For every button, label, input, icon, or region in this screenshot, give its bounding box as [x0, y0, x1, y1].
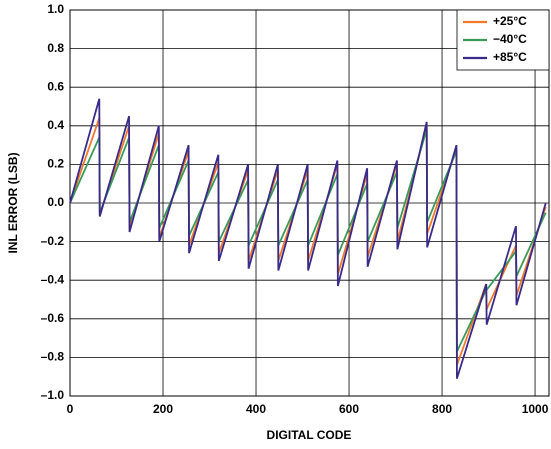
y-tick-label: 0.8	[47, 41, 64, 55]
y-axis-label: INL ERROR (LSB)	[6, 152, 20, 253]
x-tick-label: 400	[246, 402, 266, 416]
y-tick-label: 1.0	[47, 2, 64, 16]
x-tick-label: 600	[339, 402, 359, 416]
y-tick-label: –0.6	[41, 311, 65, 325]
y-tick-label: –0.2	[41, 234, 65, 248]
x-tick-label: 800	[432, 402, 452, 416]
x-tick-label: 0	[67, 402, 74, 416]
y-tick-label: 0.0	[47, 195, 64, 209]
legend-label: +85°C	[493, 50, 527, 64]
y-tick-label: 0.6	[47, 79, 64, 93]
x-tick-label: 200	[153, 402, 173, 416]
x-axis-label: DIGITAL CODE	[267, 428, 352, 442]
y-tick-label: 0.2	[47, 157, 64, 171]
y-tick-label: –1.0	[41, 388, 65, 402]
y-tick-label: 0.4	[47, 118, 64, 132]
legend-label: +25°C	[493, 14, 527, 28]
y-tick-label: –0.4	[41, 272, 65, 286]
legend-label: −40°C	[493, 32, 527, 46]
x-tick-label: 1000	[522, 402, 549, 416]
series-line	[69, 98, 547, 379]
y-tick-label: –0.8	[41, 350, 65, 364]
